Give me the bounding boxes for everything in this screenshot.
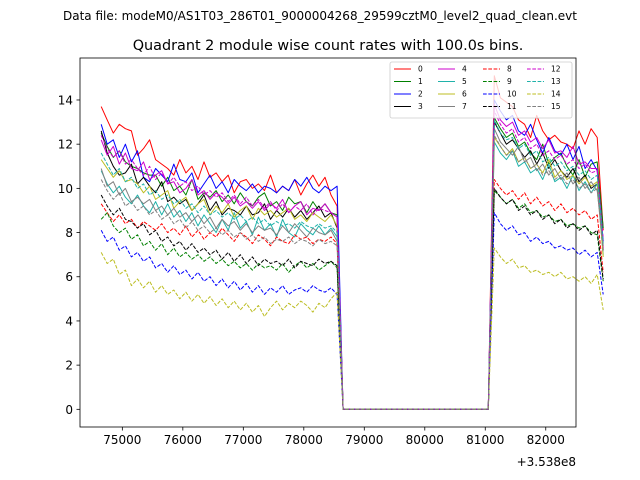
- chart-title: Quadrant 2 module wise count rates with …: [133, 38, 524, 54]
- legend-label-0: 0: [418, 65, 423, 74]
- x-tick-label: 82000: [527, 433, 565, 447]
- x-tick-label: 76000: [164, 433, 202, 447]
- series-line-1: [100, 117, 604, 410]
- series-line-5: [100, 141, 604, 410]
- y-tick-label: 0: [65, 403, 73, 417]
- y-tick-label: 8: [65, 226, 73, 240]
- y-tick-label: 2: [65, 359, 73, 373]
- series-line-14: [100, 247, 604, 410]
- chart-suptitle: Data file: modeM0/AS1T03_286T01_90000042…: [63, 9, 577, 23]
- plot-frame: [79, 57, 577, 428]
- legend-box: [389, 61, 573, 119]
- y-tick-label: 10: [58, 182, 73, 196]
- legend-label-8: 8: [507, 65, 512, 74]
- legend-label-4: 4: [462, 65, 467, 74]
- series-line-6: [100, 137, 604, 410]
- x-tick-label: 80000: [406, 433, 444, 447]
- series-line-2: [100, 99, 604, 410]
- series-line-15: [100, 134, 604, 410]
- series-line-0: [100, 75, 604, 410]
- x-tick-label: 81000: [466, 433, 504, 447]
- x-tick-label: 75000: [103, 433, 141, 447]
- legend-label-2: 2: [418, 90, 423, 99]
- series-line-3: [100, 121, 604, 410]
- series-layer: [100, 75, 604, 410]
- x-offset-label: +3.538e8: [517, 455, 576, 469]
- x-tick-label: 77000: [224, 433, 262, 447]
- legend-label-12: 12: [551, 65, 561, 74]
- y-tick-label: 4: [65, 314, 73, 328]
- legend-label-7: 7: [462, 102, 467, 111]
- legend-label-6: 6: [462, 90, 467, 99]
- series-line-9: [100, 190, 604, 410]
- y-tick-label: 12: [58, 138, 73, 152]
- legend-label-9: 9: [507, 77, 512, 86]
- legend-label-13: 13: [551, 77, 561, 86]
- legend-label-15: 15: [551, 102, 561, 111]
- legend-label-3: 3: [418, 102, 423, 111]
- y-tick-label: 14: [58, 93, 73, 107]
- x-tick-label: 78000: [285, 433, 323, 447]
- series-line-10: [100, 212, 604, 410]
- y-tick-label: 6: [65, 270, 73, 284]
- legend-label-5: 5: [462, 77, 467, 86]
- legend-label-1: 1: [418, 77, 423, 86]
- legend-label-14: 14: [551, 90, 561, 99]
- series-line-12: [100, 110, 604, 410]
- legend-label-10: 10: [507, 90, 517, 99]
- x-tick-label: 79000: [345, 433, 383, 447]
- axes-layer: 75000 76000 77000 78000 79000 80000 81000 82000…: [58, 93, 565, 447]
- legend-label-11: 11: [507, 102, 517, 111]
